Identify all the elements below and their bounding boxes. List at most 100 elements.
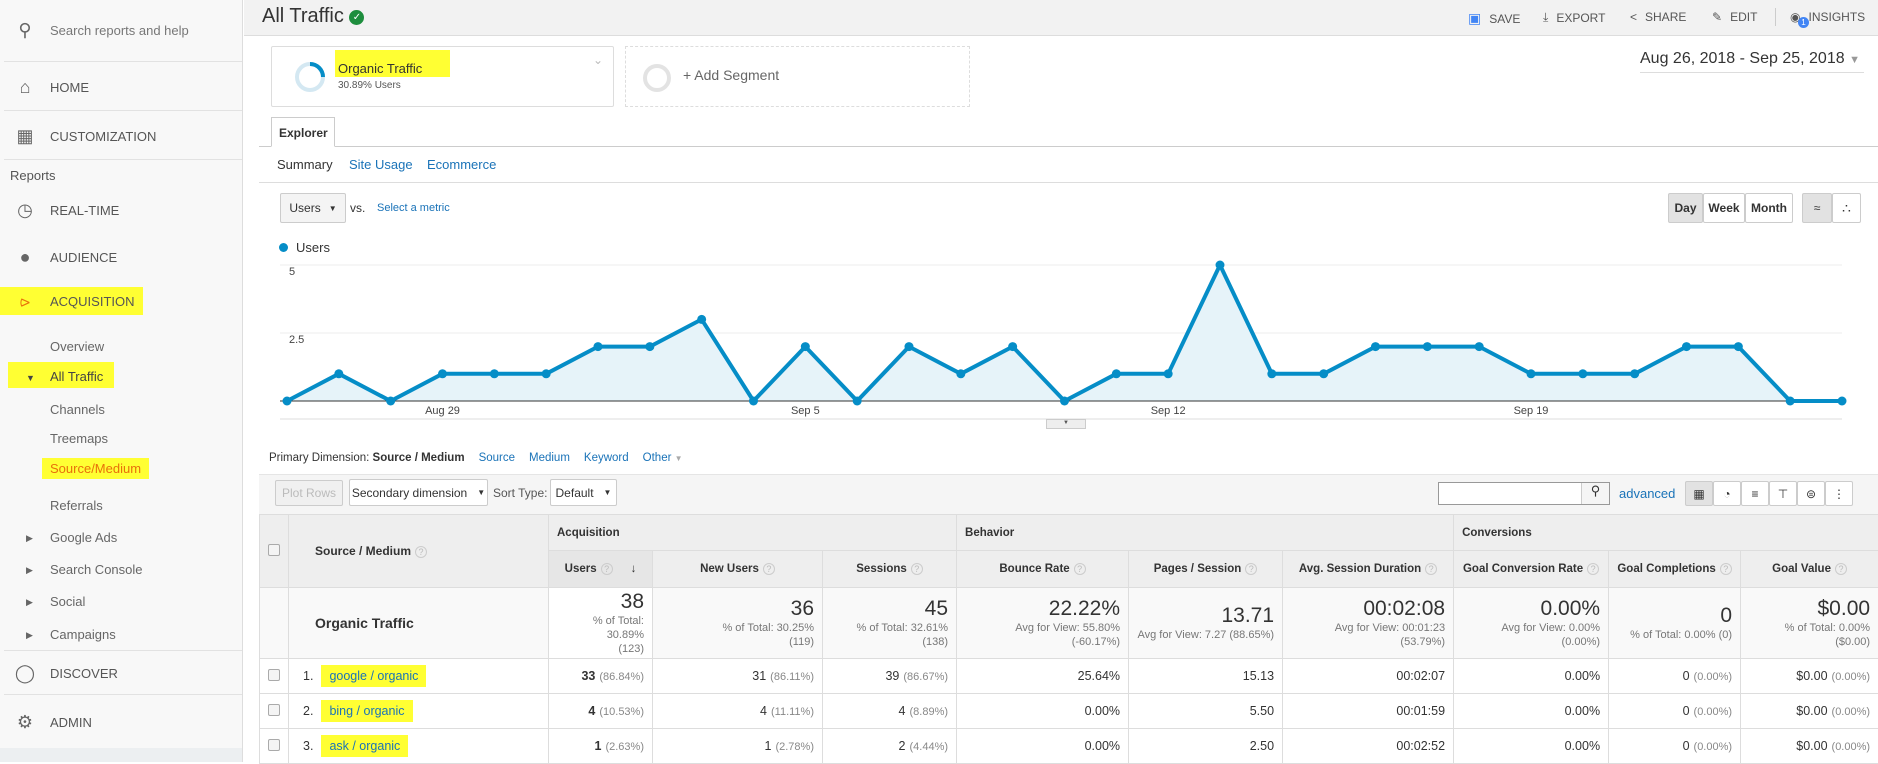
data-point bbox=[1112, 369, 1121, 378]
caret-right-icon: ▶ bbox=[26, 630, 33, 641]
totals-label: Organic Traffic bbox=[289, 588, 549, 659]
report-table: Source / Medium? Acquisition Behavior Co… bbox=[259, 514, 1878, 764]
data-point bbox=[283, 397, 292, 406]
plot-rows-button[interactable]: Plot Rows bbox=[275, 480, 343, 506]
performance-view-icon[interactable]: ≡ bbox=[1741, 481, 1769, 506]
primary-dimension-label: Primary Dimension: bbox=[269, 452, 369, 464]
table-view-icon[interactable]: ▦ bbox=[1685, 481, 1713, 506]
column-header[interactable]: Bounce Rate? bbox=[957, 551, 1129, 588]
caret-right-icon: ▶ bbox=[26, 533, 33, 544]
help-icon[interactable]: ? bbox=[911, 563, 923, 575]
column-header[interactable]: New Users? bbox=[653, 551, 823, 588]
x-tick-label: Aug 29 bbox=[425, 405, 460, 417]
sort-type-dropdown[interactable]: Default▼ bbox=[550, 479, 617, 506]
help-icon[interactable]: ? bbox=[1245, 563, 1257, 575]
table-search-input[interactable]: ⚲ bbox=[1438, 482, 1610, 505]
data-point bbox=[1008, 342, 1017, 351]
data-point bbox=[594, 342, 603, 351]
table-row: 3.ask / organic 1(2.63%)1(2.78%)2(4.44%)… bbox=[260, 729, 1878, 764]
search-icon[interactable]: ⚲ bbox=[1581, 483, 1609, 504]
column-header[interactable]: Sessions? bbox=[823, 551, 957, 588]
data-point bbox=[334, 369, 343, 378]
source-medium-link[interactable]: google / organic bbox=[321, 665, 426, 687]
source-medium-link[interactable]: bing / organic bbox=[321, 700, 412, 722]
sidebar-sub-search-console[interactable]: Search Console bbox=[50, 562, 143, 577]
data-point bbox=[1475, 342, 1484, 351]
data-point bbox=[1734, 342, 1743, 351]
column-source-medium[interactable]: Source / Medium? bbox=[289, 515, 549, 588]
data-point bbox=[749, 397, 758, 406]
data-point bbox=[1578, 369, 1587, 378]
row-checkbox[interactable] bbox=[268, 669, 280, 681]
column-header[interactable]: Goal Conversion Rate? bbox=[1454, 551, 1609, 588]
label: DISCOVER bbox=[50, 666, 118, 681]
source-medium-link[interactable]: ask / organic bbox=[321, 735, 408, 757]
lightbulb-icon: ◯ bbox=[0, 663, 50, 684]
label: ADMIN bbox=[50, 715, 92, 730]
sidebar-item-discover[interactable]: ◯DISCOVER bbox=[0, 656, 242, 690]
column-header[interactable]: Avg. Session Duration? bbox=[1283, 551, 1454, 588]
dimension-source[interactable]: Source bbox=[479, 452, 515, 464]
sidebar-sub-google-ads[interactable]: Google Ads bbox=[50, 530, 117, 545]
data-point bbox=[1527, 369, 1536, 378]
data-point bbox=[905, 342, 914, 351]
sidebar-sub-source-medium[interactable]: Source/Medium bbox=[42, 458, 149, 479]
total-cell: 45% of Total: 32.61%(138) bbox=[823, 588, 957, 659]
group-behavior: Behavior bbox=[957, 515, 1454, 551]
advanced-filter-link[interactable]: advanced bbox=[1619, 486, 1675, 501]
help-icon[interactable]: ? bbox=[763, 563, 775, 575]
dimension-medium[interactable]: Medium bbox=[529, 452, 570, 464]
row-checkbox[interactable] bbox=[268, 704, 280, 716]
data-point bbox=[438, 369, 447, 378]
term-cloud-view-icon[interactable]: ⊜ bbox=[1797, 481, 1825, 506]
dimension-other[interactable]: Other ▼ bbox=[643, 452, 683, 464]
data-point bbox=[1164, 369, 1173, 378]
data-point bbox=[1786, 397, 1795, 406]
sidebar-item-admin[interactable]: ⚙ADMIN bbox=[0, 705, 242, 739]
help-icon[interactable]: ? bbox=[1425, 563, 1437, 575]
sidebar-sub-campaigns[interactable]: Campaigns bbox=[50, 627, 116, 642]
help-icon[interactable]: ? bbox=[1074, 563, 1086, 575]
total-cell: 0.00%Avg for View: 0.00% (0.00%) bbox=[1454, 588, 1609, 659]
x-tick-label: Sep 5 bbox=[791, 405, 820, 417]
total-cell: 36% of Total: 30.25%(119) bbox=[653, 588, 823, 659]
data-point bbox=[490, 369, 499, 378]
data-point bbox=[697, 315, 706, 324]
column-header[interactable]: Goal Value? bbox=[1741, 551, 1878, 588]
primary-dimension-bar: Primary Dimension: Source / Medium Sourc… bbox=[269, 452, 683, 464]
data-point bbox=[801, 342, 810, 351]
dimension-source-medium[interactable]: Source / Medium bbox=[373, 452, 465, 464]
chart-collapse-toggle[interactable]: ▼ bbox=[1046, 419, 1086, 429]
table-row: 1.google / organic 33(86.84%)31(86.11%)3… bbox=[260, 659, 1878, 694]
y-tick-label: 2.5 bbox=[289, 334, 304, 346]
select-all-checkbox[interactable] bbox=[268, 544, 280, 556]
data-point bbox=[1371, 342, 1380, 351]
help-icon[interactable]: ? bbox=[601, 563, 613, 575]
help-icon[interactable]: ? bbox=[1720, 563, 1732, 575]
sort-arrow-icon: ↓ bbox=[631, 563, 637, 575]
column-header[interactable]: Pages / Session? bbox=[1129, 551, 1283, 588]
dimension-keyword[interactable]: Keyword bbox=[584, 452, 629, 464]
help-icon[interactable]: ? bbox=[1587, 563, 1599, 575]
pie-view-icon[interactable]: ◔ bbox=[1713, 481, 1741, 506]
help-icon[interactable]: ? bbox=[1835, 563, 1847, 575]
row-checkbox[interactable] bbox=[268, 739, 280, 751]
data-point bbox=[1838, 397, 1847, 406]
data-point bbox=[1630, 369, 1639, 378]
pivot-view-icon[interactable]: ⋮ bbox=[1825, 481, 1853, 506]
caret-right-icon: ▶ bbox=[26, 597, 33, 608]
x-tick-label: Sep 12 bbox=[1151, 405, 1186, 417]
comparison-view-icon[interactable]: ⊤ bbox=[1769, 481, 1797, 506]
total-cell: $0.00% of Total: 0.00% ($0.00) bbox=[1741, 588, 1878, 659]
data-point bbox=[853, 397, 862, 406]
column-header[interactable]: Goal Completions? bbox=[1609, 551, 1741, 588]
sidebar-sub-social[interactable]: Social bbox=[50, 594, 85, 609]
secondary-dimension-dropdown[interactable]: Secondary dimension▼ bbox=[349, 479, 488, 506]
group-acquisition: Acquisition bbox=[549, 515, 957, 551]
data-point bbox=[956, 369, 965, 378]
sidebar-sub-referrals[interactable]: Referrals bbox=[50, 498, 103, 513]
column-header[interactable]: Users?↓ bbox=[549, 551, 653, 588]
help-icon[interactable]: ? bbox=[415, 546, 427, 558]
